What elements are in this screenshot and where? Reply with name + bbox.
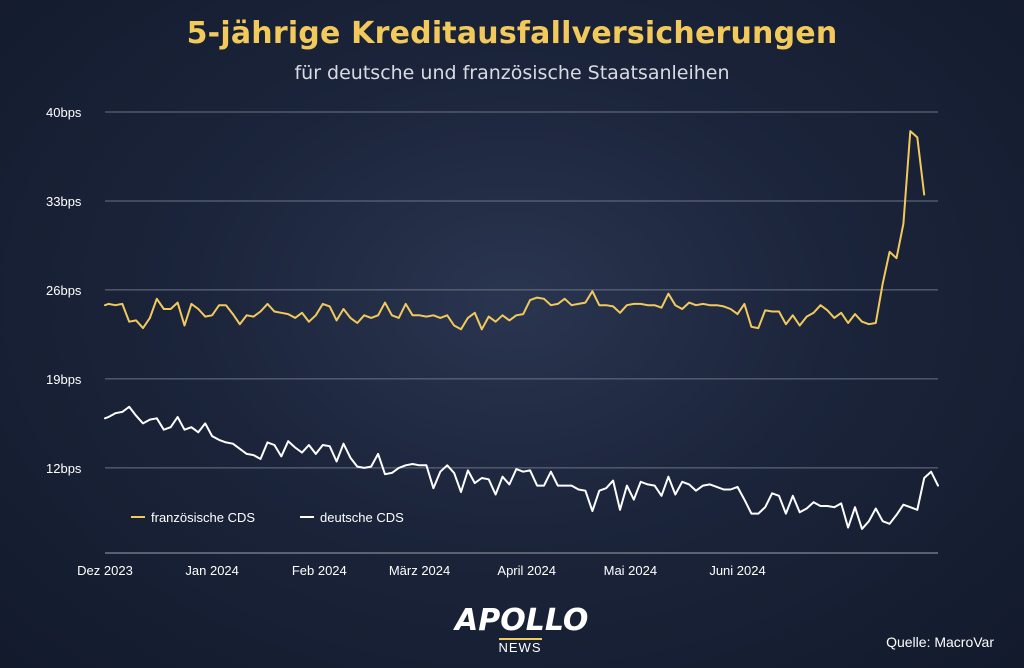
legend-label-0: französische CDS xyxy=(151,510,255,525)
x-tick-label: Jan 2024 xyxy=(185,563,239,578)
y-tick-label: 19bps xyxy=(46,372,82,387)
x-tick-label: Juni 2024 xyxy=(709,563,765,578)
apollo-news-logo: APOLLO NEWS xyxy=(455,603,589,656)
series-line-1 xyxy=(104,405,939,530)
y-tick-label: 33bps xyxy=(46,194,82,209)
y-axis-labels: 12bps 19bps 26bps 33bps 40bps xyxy=(46,105,82,476)
x-tick-label: Feb 2024 xyxy=(292,563,347,578)
legend-label-1: deutsche CDS xyxy=(320,510,404,525)
legend: französische CDS deutsche CDS xyxy=(131,510,404,525)
x-tick-label: April 2024 xyxy=(497,563,556,578)
chart-title: 5-jährige Kreditausfallversicherungen xyxy=(186,16,838,51)
x-tick-label: Dez 2023 xyxy=(77,563,133,578)
series-lines xyxy=(104,130,939,530)
chart-subtitle: für deutsche und französische Staatsanle… xyxy=(294,62,730,84)
y-tick-label: 26bps xyxy=(46,283,82,298)
logo-sub-text: NEWS xyxy=(498,638,542,655)
x-tick-label: Mai 2024 xyxy=(604,563,657,578)
source-label: Quelle: MacroVar xyxy=(886,634,994,650)
series-line-0 xyxy=(104,130,926,331)
x-axis-labels: Dez 2023 Jan 2024 Feb 2024 März 2024 April 2… xyxy=(77,563,766,578)
x-tick-label: März 2024 xyxy=(389,563,450,578)
y-tick-label: 12bps xyxy=(46,461,82,476)
y-tick-label: 40bps xyxy=(46,105,82,120)
gridlines xyxy=(105,111,938,554)
logo-main-text: APOLLO xyxy=(455,603,589,638)
